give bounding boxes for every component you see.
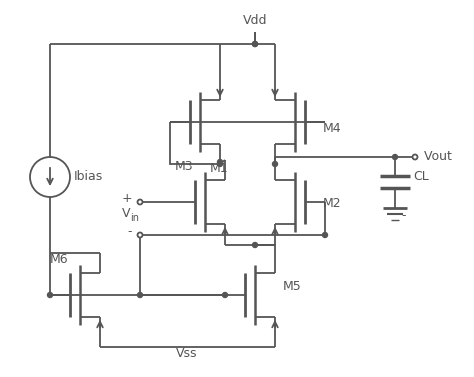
Circle shape (253, 242, 257, 247)
Text: -: - (128, 225, 132, 239)
Circle shape (137, 293, 143, 297)
Text: M5: M5 (283, 280, 302, 293)
Circle shape (253, 41, 257, 46)
Text: M6: M6 (50, 253, 69, 266)
Text: -: - (401, 210, 405, 222)
Text: M1: M1 (210, 162, 228, 175)
Circle shape (218, 159, 222, 164)
Text: Vss: Vss (176, 347, 198, 360)
Circle shape (218, 161, 222, 167)
Text: CL: CL (413, 170, 429, 184)
Circle shape (392, 155, 398, 159)
Circle shape (322, 233, 328, 238)
Circle shape (253, 41, 257, 46)
Text: Ibias: Ibias (74, 170, 103, 184)
Circle shape (222, 293, 228, 297)
Text: +: + (121, 193, 132, 205)
Text: V: V (122, 207, 130, 220)
Circle shape (412, 155, 418, 159)
Circle shape (137, 233, 143, 238)
Circle shape (273, 161, 277, 167)
Text: Vdd: Vdd (243, 14, 267, 27)
Circle shape (47, 293, 53, 297)
Circle shape (137, 199, 143, 204)
Text: M4: M4 (323, 122, 342, 135)
Text: in: in (130, 213, 139, 223)
Text: Vout: Vout (420, 150, 452, 164)
Text: M2: M2 (323, 197, 342, 210)
Text: M3: M3 (175, 160, 193, 173)
